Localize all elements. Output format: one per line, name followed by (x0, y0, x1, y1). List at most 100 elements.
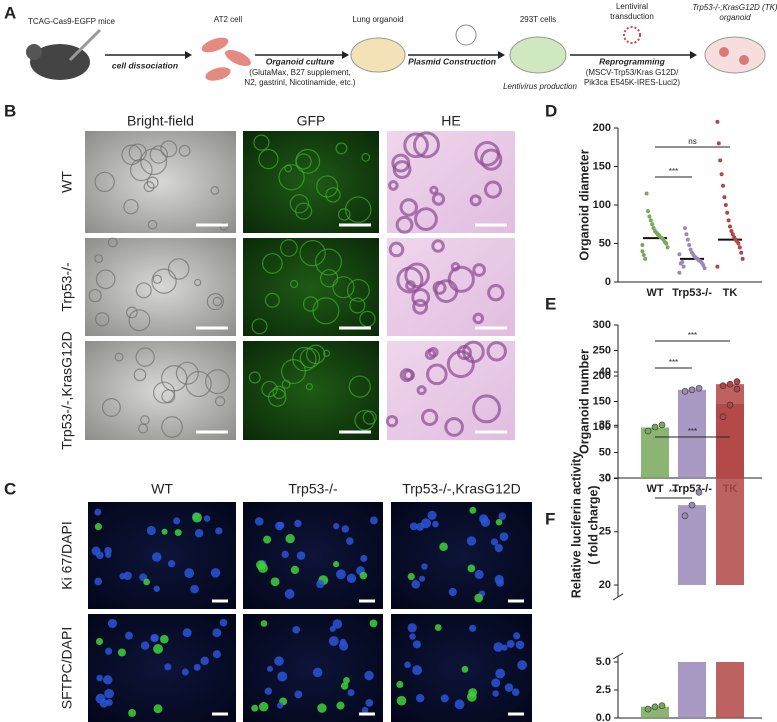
micrograph (85, 341, 236, 440)
nucleus (495, 518, 503, 526)
nucleus (339, 638, 347, 646)
data-point (677, 252, 682, 257)
arrow-head (342, 51, 349, 59)
texture (361, 152, 371, 162)
panel-label: A (4, 3, 16, 22)
virus-icon (623, 26, 641, 44)
nucleus (125, 631, 133, 640)
column-header: Trp53-/- (288, 481, 338, 497)
texture (411, 288, 431, 307)
nucleus (257, 563, 268, 573)
nucleus (146, 525, 156, 536)
nucleus (494, 574, 504, 585)
texture (486, 341, 507, 362)
step-label: TCAG-Cas9-EGFP mice (28, 17, 116, 26)
texture (337, 208, 351, 221)
data-point (688, 386, 696, 394)
texture (472, 263, 486, 277)
significance-label: ns (688, 137, 696, 146)
texture (281, 359, 307, 385)
step-label: transduction (610, 12, 654, 21)
texture (344, 196, 372, 223)
nucleus (161, 528, 168, 535)
step-note: (GlutaMax, B27 supplement, (249, 68, 350, 77)
step-label: Lentivirus production (503, 82, 577, 91)
image-grid: Bright-field GFP HE WT Trp53-/- Trp53-/-,Kras… (59, 113, 532, 722)
data-point (644, 191, 649, 196)
nucleus (107, 618, 118, 628)
y-tick-label: 200 (593, 122, 611, 134)
nucleus (412, 665, 423, 676)
nucleus (332, 619, 343, 629)
texture (403, 132, 429, 159)
nucleus (263, 535, 272, 544)
texture (421, 408, 439, 426)
nucleus (181, 668, 189, 676)
data-point (695, 489, 703, 496)
data-point (665, 245, 670, 250)
texture (193, 278, 202, 287)
texture (210, 186, 220, 195)
texture (212, 296, 223, 307)
data-point (644, 427, 652, 435)
nucleus (150, 634, 159, 643)
column-header: HE (441, 113, 460, 129)
data-point (643, 256, 648, 261)
step-note: N2, gastrinl, Nicotinamide, etc.) (244, 78, 355, 87)
nucleus (396, 680, 404, 688)
data-point (678, 261, 683, 266)
data-point (726, 218, 731, 223)
y-tick-label: 0 (605, 472, 611, 484)
y-tick-label: 150 (593, 160, 611, 172)
data-point (687, 243, 692, 248)
y-tick-label: 250 (593, 344, 611, 356)
column-header: GFP (297, 113, 326, 129)
texture (284, 164, 292, 173)
nucleus (200, 656, 209, 666)
texture (147, 219, 158, 230)
data-point (739, 250, 744, 255)
data-point (688, 501, 696, 509)
texture (354, 409, 376, 431)
texture (178, 144, 191, 157)
x-tick-label: WT (646, 287, 663, 299)
nucleus (409, 633, 416, 640)
nucleus (411, 579, 421, 589)
organoid-icon (739, 55, 749, 65)
nucleus (490, 538, 499, 546)
data-point (729, 229, 734, 234)
nucleus (292, 625, 301, 634)
texture (399, 198, 418, 217)
texture (395, 215, 414, 234)
texture (135, 347, 155, 367)
nucleus (117, 648, 126, 657)
nucleus (94, 508, 102, 516)
row-label: SFTPC/DAPI (59, 627, 75, 709)
nucleus (153, 643, 163, 654)
data-point (702, 266, 707, 271)
texture (416, 385, 427, 396)
texture (129, 158, 153, 182)
data-point (718, 158, 723, 163)
data-point (723, 203, 728, 207)
nucleus (254, 517, 264, 526)
significance-label: *** (688, 331, 697, 340)
data-point (651, 226, 656, 231)
nucleus (492, 690, 499, 697)
bar (678, 389, 706, 478)
data-point (732, 235, 737, 240)
nucleus (294, 519, 302, 528)
arrow-head (690, 51, 697, 59)
nucleus (448, 587, 457, 597)
nucleus (277, 702, 284, 709)
nucleus (454, 699, 465, 710)
texture (349, 297, 366, 314)
y-tick-label: 25 (599, 526, 611, 538)
y-axis-label: ( fold charge) (586, 485, 600, 564)
data-point (719, 172, 724, 177)
texture (135, 282, 152, 299)
nucleus (212, 628, 222, 638)
y-tick-label: 300 (593, 319, 611, 331)
nucleus (260, 620, 268, 627)
